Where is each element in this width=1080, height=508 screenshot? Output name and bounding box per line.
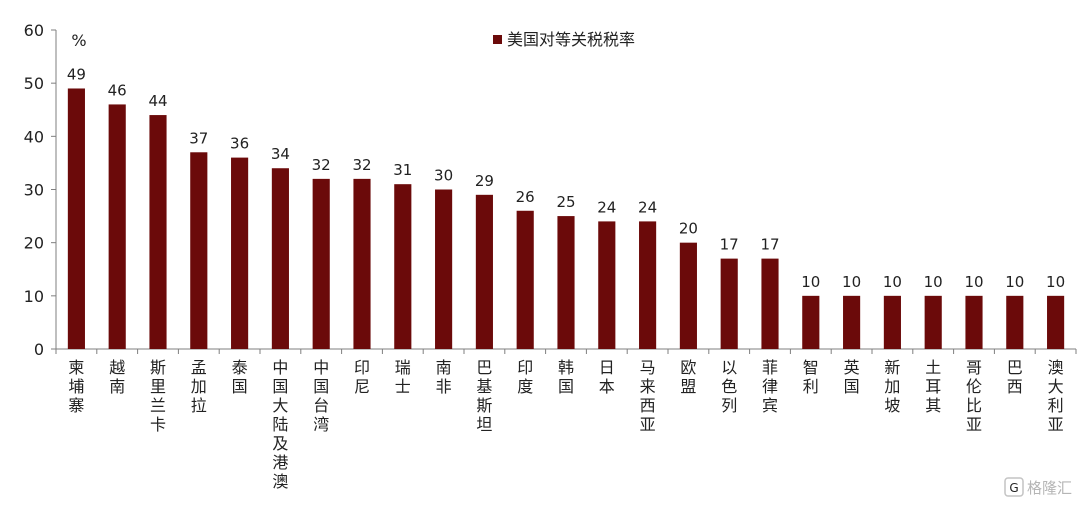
x-tick-label: 中国大陆及港澳 bbox=[272, 358, 288, 491]
x-tick-label: 印尼 bbox=[354, 358, 370, 396]
data-label: 34 bbox=[271, 145, 290, 163]
bar bbox=[883, 295, 901, 349]
x-tick-label: 以色列 bbox=[721, 358, 737, 415]
data-label: 20 bbox=[679, 220, 698, 238]
bar bbox=[679, 242, 697, 349]
bar bbox=[475, 194, 493, 349]
x-tick-label: 英国 bbox=[844, 358, 860, 396]
y-tick-label: 30 bbox=[24, 181, 44, 200]
data-label: 37 bbox=[189, 129, 208, 147]
axis-layer: 0 10 20 30 40 50 60 bbox=[24, 21, 1077, 359]
data-label: 32 bbox=[312, 156, 331, 174]
bar bbox=[394, 184, 412, 349]
legend-label: 美国对等关税税率 bbox=[507, 30, 635, 49]
x-tick-label: 菲律宾 bbox=[762, 358, 778, 415]
data-label: 44 bbox=[148, 92, 167, 110]
x-tick-label: 斯里兰卡 bbox=[150, 358, 166, 434]
labels-layer: 49 柬埔寨 46 越南 44 斯里兰卡 37 孟加拉 36 泰国 34 中国大陆及港澳 32 中国台湾 3… bbox=[67, 65, 1065, 491]
x-tick-label: 柬埔寨 bbox=[68, 358, 84, 415]
x-tick-label: 巴西 bbox=[1007, 358, 1023, 396]
x-tick-label: 新加坡 bbox=[884, 358, 900, 415]
y-tick-label: 60 bbox=[24, 21, 44, 40]
data-label: 24 bbox=[597, 198, 616, 216]
x-tick-label: 澳大利亚 bbox=[1048, 358, 1064, 434]
data-label: 17 bbox=[720, 236, 739, 254]
y-tick-label: 40 bbox=[24, 127, 44, 146]
data-label: 10 bbox=[924, 273, 943, 291]
x-tick-label: 哥伦比亚 bbox=[966, 358, 982, 434]
bar bbox=[843, 295, 861, 349]
bar bbox=[924, 295, 942, 349]
legend: 美国对等关税税率 bbox=[493, 30, 635, 49]
data-label: 24 bbox=[638, 198, 657, 216]
data-label: 30 bbox=[434, 167, 453, 185]
watermark: G 格隆汇 bbox=[1004, 477, 1072, 497]
bar bbox=[802, 295, 820, 349]
x-tick-label: 印度 bbox=[517, 358, 533, 396]
bar bbox=[761, 258, 779, 349]
watermark-logo-icon bbox=[1004, 477, 1024, 497]
bar bbox=[1006, 295, 1024, 349]
data-label: 29 bbox=[475, 172, 494, 190]
y-tick-label: 20 bbox=[24, 234, 44, 253]
watermark-text: 格隆汇 bbox=[1027, 479, 1072, 497]
data-label: 10 bbox=[883, 273, 902, 291]
data-label: 17 bbox=[760, 236, 779, 254]
x-tick-label: 韩国 bbox=[558, 358, 574, 396]
x-tick-label: 泰国 bbox=[232, 358, 248, 396]
bar bbox=[67, 88, 85, 349]
data-label: 26 bbox=[516, 188, 535, 206]
x-tick-label: 日本 bbox=[599, 358, 615, 396]
bar bbox=[271, 168, 289, 349]
bar bbox=[639, 221, 657, 349]
bar bbox=[598, 221, 616, 349]
data-label: 49 bbox=[67, 65, 86, 83]
bar bbox=[108, 104, 126, 349]
x-tick-label: 土耳其 bbox=[925, 358, 941, 415]
bar bbox=[353, 178, 371, 349]
data-label: 25 bbox=[556, 193, 575, 211]
x-tick-label: 马来西亚 bbox=[640, 358, 656, 434]
data-label: 31 bbox=[393, 161, 412, 179]
bars-layer bbox=[67, 88, 1065, 349]
y-tick-label: 0 bbox=[34, 340, 44, 359]
data-label: 46 bbox=[108, 81, 127, 99]
x-tick-label: 孟加拉 bbox=[191, 358, 207, 415]
data-label: 36 bbox=[230, 135, 249, 153]
data-label: 10 bbox=[842, 273, 861, 291]
x-tick-label: 巴基斯坦 bbox=[476, 358, 492, 434]
data-label: 10 bbox=[1046, 273, 1065, 291]
data-label: 10 bbox=[1005, 273, 1024, 291]
bar bbox=[557, 216, 575, 349]
x-tick-label: 中国台湾 bbox=[313, 358, 329, 434]
y-tick-label: 10 bbox=[24, 287, 44, 306]
legend-swatch bbox=[493, 35, 502, 44]
bar bbox=[516, 210, 534, 349]
data-label: 10 bbox=[801, 273, 820, 291]
watermark-logo-glyph: G bbox=[1009, 481, 1018, 495]
bar bbox=[231, 157, 249, 349]
y-tick-label: 50 bbox=[24, 74, 44, 93]
bar bbox=[435, 189, 453, 349]
data-label: 10 bbox=[964, 273, 983, 291]
x-tick-label: 越南 bbox=[109, 358, 125, 396]
y-unit-label: % bbox=[71, 31, 86, 50]
x-tick-label: 欧盟 bbox=[680, 358, 696, 396]
bar bbox=[1047, 295, 1065, 349]
data-label: 32 bbox=[352, 156, 371, 174]
bar bbox=[720, 258, 738, 349]
bar bbox=[190, 152, 208, 349]
x-tick-label: 瑞士 bbox=[395, 358, 411, 396]
x-tick-label: 南非 bbox=[436, 358, 452, 396]
bar bbox=[312, 178, 330, 349]
bar bbox=[965, 295, 983, 349]
x-tick-label: 智利 bbox=[803, 358, 819, 396]
bar bbox=[149, 115, 167, 349]
